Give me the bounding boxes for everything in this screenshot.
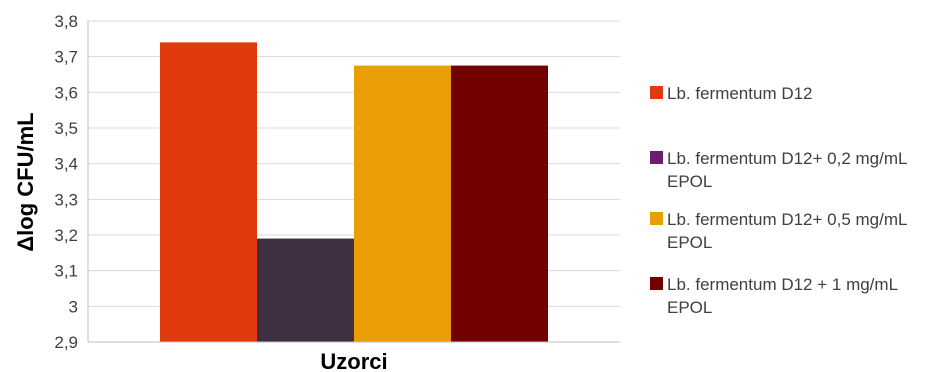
y-tick-label: 3,4	[54, 155, 78, 174]
x-axis-title: Uzorci	[320, 349, 387, 372]
legend-swatch	[650, 277, 663, 290]
legend-swatch	[650, 212, 663, 225]
y-tick-label: 3,1	[54, 262, 78, 281]
legend-item: Lb. fermentum D12+ 0,2 mg/mL EPOL	[650, 147, 939, 193]
legend-swatch	[650, 151, 663, 164]
legend-swatch	[650, 86, 663, 99]
y-tick-label: 3,7	[54, 48, 78, 67]
y-tick-label: 3,3	[54, 190, 78, 209]
legend-item: Lb. fermentum D12	[650, 82, 939, 105]
y-tick-label: 3,5	[54, 119, 78, 138]
legend-label: Lb. fermentum D12 + 1 mg/mL EPOL	[667, 275, 898, 317]
y-tick-label: 3	[69, 297, 78, 316]
bar	[257, 238, 354, 342]
bar	[451, 65, 548, 342]
y-tick-label: 2,9	[54, 333, 78, 352]
axes: 2,9 3 3,1 3,2 3,3 3,4 3,5 3,6 3,7 3,8	[54, 12, 620, 352]
legend-item: Lb. fermentum D12 + 1 mg/mL EPOL	[650, 273, 939, 319]
y-tick-label: 3,6	[54, 83, 78, 102]
bar	[160, 42, 257, 343]
bars	[160, 42, 548, 343]
bar	[354, 65, 451, 342]
y-tick-label: 3,8	[54, 12, 78, 31]
legend-label: Lb. fermentum D12	[667, 84, 813, 103]
y-axis-title: Δlog CFU/mL	[13, 112, 38, 251]
legend-label: Lb. fermentum D12+ 0,2 mg/mL EPOL	[667, 149, 907, 191]
y-tick-label: 3,2	[54, 226, 78, 245]
legend-label: Lb. fermentum D12+ 0,5 mg/mL EPOL	[667, 210, 907, 252]
legend-item: Lb. fermentum D12+ 0,5 mg/mL EPOL	[650, 208, 939, 254]
